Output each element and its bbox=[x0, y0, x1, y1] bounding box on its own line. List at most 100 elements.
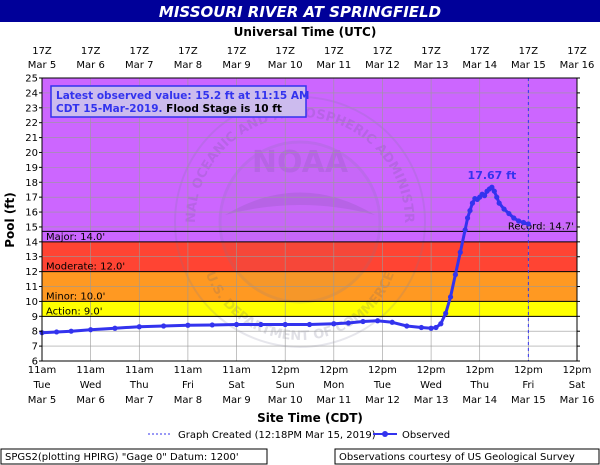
y-tick-label: 16 bbox=[25, 208, 38, 219]
bottom-tick-date: Mar 5 bbox=[28, 395, 56, 406]
bottom-tick-time: 11am bbox=[174, 365, 203, 376]
bottom-tick-time: 11am bbox=[76, 365, 105, 376]
data-point bbox=[331, 321, 337, 327]
bottom-tick-time: 12pm bbox=[514, 365, 543, 376]
data-point bbox=[68, 328, 74, 334]
y-tick-label: 8 bbox=[32, 327, 38, 338]
footer-right-box bbox=[334, 448, 600, 465]
y-tick-label: 17 bbox=[25, 193, 38, 204]
data-point bbox=[282, 321, 288, 328]
data-point bbox=[112, 325, 118, 331]
top-tick-time: 17Z bbox=[178, 46, 198, 57]
y-axis-label: Pool (ft) bbox=[3, 192, 17, 248]
data-point bbox=[452, 272, 459, 278]
data-point bbox=[389, 319, 395, 325]
top-tick-date: Mar 7 bbox=[125, 60, 153, 71]
info-line-2-prefix: CDT 15-Mar-2019. bbox=[56, 103, 163, 115]
data-point bbox=[345, 320, 352, 326]
bottom-tick-day: Sat bbox=[228, 380, 244, 391]
bottom-tick-date: Mar 12 bbox=[365, 395, 400, 406]
peak-label: 17.67 ft bbox=[468, 169, 517, 182]
bottom-tick-time: 12pm bbox=[563, 365, 592, 376]
top-tick-date: Mar 15 bbox=[511, 60, 546, 71]
info-line-1: Latest observed value: 15.2 ft at 11:15 … bbox=[56, 90, 309, 102]
stage-label-moderate: Moderate: 12.0' bbox=[46, 262, 125, 273]
y-tick-label: 20 bbox=[25, 148, 38, 159]
flood-stage-lines: Major: 14.0' Moderate: 12.0' Minor: 10.0' A… bbox=[42, 221, 577, 317]
top-tick-time: 17Z bbox=[32, 46, 52, 57]
stage-label-action: Action: 9.0' bbox=[46, 306, 103, 317]
data-point bbox=[494, 194, 500, 200]
observed-series bbox=[39, 184, 531, 336]
data-point bbox=[404, 323, 410, 329]
data-point bbox=[306, 321, 313, 328]
data-point bbox=[258, 321, 264, 328]
x-axis-title: Site Time (CDT) bbox=[257, 411, 363, 425]
bottom-tick-day: Fri bbox=[522, 380, 534, 391]
bottom-tick-day: Wed bbox=[420, 380, 442, 391]
legend-observed-label: Observed bbox=[402, 430, 450, 441]
footer-left-text: SPGS2(plotting HPIRG) "Gage 0" Datum: 12… bbox=[5, 452, 239, 463]
y-tick-label: 7 bbox=[32, 342, 38, 353]
bottom-tick-day: Thu bbox=[469, 380, 489, 391]
data-point bbox=[489, 184, 495, 190]
top-axis-ticks: 17Z Mar 5 17Z Mar 6 17Z Mar 7 17Z Mar 8 17Z Mar 9… bbox=[28, 46, 595, 71]
data-point bbox=[462, 227, 468, 233]
data-point bbox=[88, 327, 94, 333]
data-point bbox=[457, 249, 463, 255]
y-axis-ticks: 6 7 8 9 10 11 12 13 14 15 16 17 18 19 20 21 22 23 24 25 bbox=[25, 74, 580, 368]
top-tick-time: 17Z bbox=[470, 46, 490, 57]
info-box-frame bbox=[50, 85, 307, 118]
y-tick-label: 18 bbox=[25, 178, 38, 189]
noaa-bird-icon bbox=[225, 192, 375, 215]
data-point bbox=[506, 210, 512, 217]
stage-label-record: Record: 14.7' bbox=[508, 221, 574, 232]
data-point bbox=[491, 188, 497, 194]
top-tick-date: Mar 10 bbox=[268, 60, 303, 71]
bottom-tick-date: Mar 6 bbox=[76, 395, 104, 406]
bottom-tick-time: 12pm bbox=[368, 365, 397, 376]
y-tick-label: 13 bbox=[25, 252, 38, 263]
legend-created-label: Graph Created (12:18PM Mar 15, 2019) bbox=[178, 430, 376, 441]
y-tick-label: 22 bbox=[25, 118, 38, 129]
bottom-tick-day: Fri bbox=[182, 380, 194, 391]
bottom-tick-date: Mar 7 bbox=[125, 395, 153, 406]
title-bar bbox=[0, 0, 600, 22]
bottom-tick-date: Mar 16 bbox=[560, 395, 595, 406]
top-tick-date: Mar 6 bbox=[76, 60, 104, 71]
data-point bbox=[209, 322, 215, 328]
bottom-tick-date: Mar 13 bbox=[414, 395, 449, 406]
top-tick-time: 17Z bbox=[324, 46, 344, 57]
top-tick-time: 17Z bbox=[373, 46, 393, 57]
top-tick-time: 17Z bbox=[567, 46, 587, 57]
data-point bbox=[501, 206, 507, 212]
watermark-text: NOAA bbox=[252, 145, 349, 180]
bottom-tick-time: 12pm bbox=[271, 365, 300, 376]
data-point bbox=[438, 321, 444, 327]
data-point bbox=[496, 200, 502, 206]
stage-label-minor: Minor: 10.0' bbox=[46, 291, 105, 302]
top-tick-date: Mar 11 bbox=[316, 60, 351, 71]
data-point bbox=[433, 324, 439, 331]
bottom-tick-time: 11am bbox=[28, 365, 57, 376]
data-point bbox=[520, 219, 527, 226]
bottom-tick-day: Tue bbox=[373, 380, 391, 391]
y-tick-label: 12 bbox=[25, 267, 38, 278]
bottom-tick-day: Mon bbox=[323, 380, 344, 391]
latest-value-box: Latest observed value: 15.2 ft at 11:15 … bbox=[50, 85, 309, 118]
y-tick-label: 14 bbox=[25, 237, 38, 248]
data-point bbox=[136, 324, 142, 330]
top-tick-time: 17Z bbox=[129, 46, 149, 57]
info-line-2-suffix: Flood Stage is 10 ft bbox=[163, 103, 282, 115]
footer-right-text: Observations courtesy of US Geological S… bbox=[339, 452, 575, 463]
data-point bbox=[360, 318, 366, 325]
bottom-tick-date: Mar 14 bbox=[462, 395, 497, 406]
bottom-tick-day: Sun bbox=[276, 380, 295, 391]
bottom-axis-ticks: 11am Tue Mar 5 11am Wed Mar 6 11am Thu Mar 7 11am… bbox=[28, 365, 595, 406]
data-point bbox=[233, 321, 240, 328]
top-tick-time: 17Z bbox=[227, 46, 247, 57]
bottom-tick-time: 11am bbox=[125, 365, 154, 376]
data-point bbox=[464, 215, 471, 221]
y-tick-label: 21 bbox=[25, 133, 38, 144]
